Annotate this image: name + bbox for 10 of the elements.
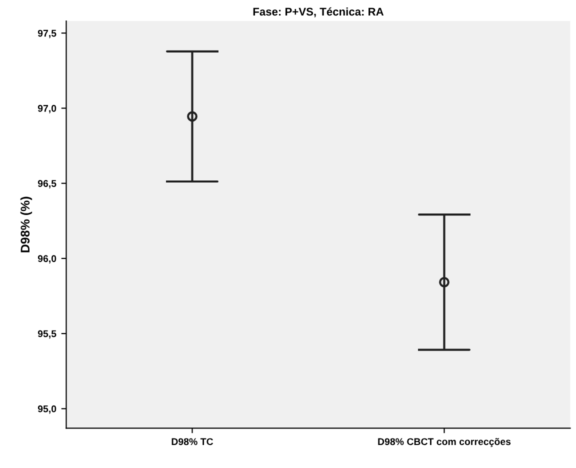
x-tick-label: D98% CBCT com correcções: [378, 438, 511, 448]
y-tick-label: 96,0: [38, 255, 56, 264]
y-tick-label: 96,5: [38, 180, 56, 188]
y-tick-label: 95,0: [38, 405, 56, 414]
chart-title: Fase: P+VS, Técnica: RA: [253, 7, 384, 18]
y-axis-title: D98% (%): [20, 196, 32, 252]
x-tick-label: D98% TC: [172, 438, 214, 446]
y-tick-label: 95,5: [38, 330, 56, 339]
y-tick-label: 97,0: [38, 104, 56, 114]
y-tick-label: 97,5: [38, 30, 56, 38]
